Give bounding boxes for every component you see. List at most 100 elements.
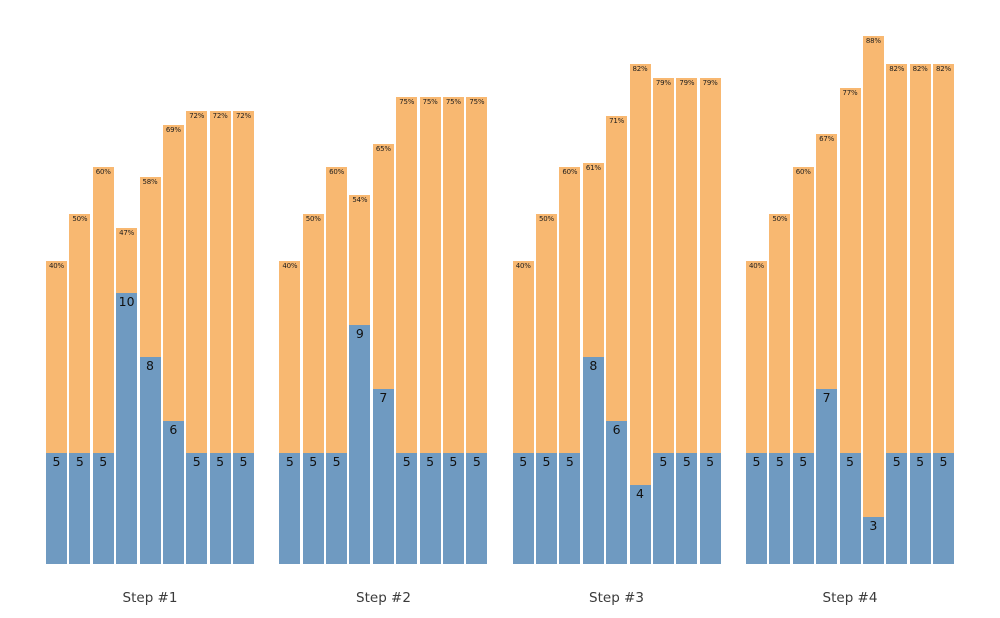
bar-percent-label: 71% — [609, 116, 625, 125]
stacked-bar-g1-b1: 40% 5 — [46, 261, 67, 564]
bar-percent-label: 58% — [142, 177, 158, 186]
bar-bottom-segment: 5 — [396, 452, 418, 564]
stacked-bar-g4-b4: 67% 7 — [816, 134, 838, 564]
stacked-bar-g3-b7: 79% 5 — [652, 78, 674, 564]
stacked-bar-g4-b1: 40% 5 — [746, 261, 767, 564]
stacked-bar-g1-b3: 60% 5 — [92, 167, 114, 565]
bar-percent-label: 79% — [655, 79, 671, 88]
stacked-bar-g2-b9: 75% 5 — [466, 96, 488, 564]
bar-percent-label: 72% — [212, 112, 228, 120]
bar-percent-label: 50% — [305, 215, 321, 224]
bar-value-label: 5 — [659, 453, 668, 469]
bar-percent-label: 82% — [632, 65, 648, 74]
bar-percent-label: 47% — [119, 229, 135, 238]
bar-percent-label: 79% — [679, 79, 695, 88]
bar-bottom-segment: 5 — [233, 453, 254, 564]
bar-percent-label: 67% — [819, 135, 835, 144]
bar-bottom-segment: 10 — [116, 292, 138, 564]
bar-bottom-segment: 5 — [792, 453, 814, 565]
bar-value-label: 5 — [682, 453, 691, 469]
bar-percent-label: 75% — [469, 97, 485, 106]
group-label-step-4: Step #4 — [822, 590, 878, 606]
bar-bottom-segment: 8 — [139, 356, 161, 564]
bar-value-label: 5 — [75, 453, 84, 469]
bar-value-label: 5 — [472, 453, 481, 469]
bar-value-label: 5 — [239, 454, 248, 469]
bar-bottom-segment: 6 — [606, 420, 628, 564]
bar-bottom-segment: 7 — [372, 388, 394, 564]
bar-bottom-segment: 5 — [512, 453, 534, 564]
stacked-bar-g2-b3: 60% 5 — [326, 167, 348, 565]
bar-bottom-segment: 5 — [699, 452, 721, 564]
stacked-bar-g4-b2: 50% 5 — [769, 214, 791, 564]
bar-value-label: 5 — [542, 453, 551, 469]
bar-percent-label: 72% — [236, 112, 251, 120]
stacked-bar-g3-b4: 61% 8 — [582, 162, 604, 564]
bar-percent-label: 75% — [445, 97, 461, 106]
bar-percent-label: 40% — [515, 262, 531, 270]
bar-percent-label: 40% — [282, 262, 298, 270]
bar-percent-label: 88% — [865, 37, 881, 45]
bar-percent-label: 82% — [912, 65, 928, 74]
bar-value-label: 5 — [285, 454, 294, 469]
stacked-bar-g3-b1: 40% 5 — [512, 261, 534, 564]
bar-value-label: 5 — [799, 454, 808, 470]
bar-bottom-segment: 5 — [302, 452, 324, 564]
bar-value-label: 7 — [379, 389, 388, 405]
bar-bottom-segment: 5 — [69, 452, 91, 564]
bar-percent-label: 60% — [795, 168, 811, 177]
bar-value-label: 7 — [822, 389, 831, 405]
stacked-bar-g1-b7: 72% 5 — [186, 111, 208, 564]
bar-value-label: 10 — [118, 293, 135, 309]
stacked-bar-g4-b6: 88% 3 — [862, 36, 884, 564]
bar-bottom-segment: 5 — [909, 452, 931, 564]
bar-bottom-segment: 5 — [46, 453, 67, 564]
bar-bottom-segment: 9 — [349, 324, 371, 564]
bar-percent-label: 60% — [329, 168, 345, 177]
stacked-bar-g2-b8: 75% 5 — [442, 96, 464, 564]
bar-percent-label: 50% — [772, 215, 788, 224]
stacked-bar-g4-b8: 82% 5 — [909, 64, 931, 564]
bar-bottom-segment: 5 — [839, 452, 861, 564]
bar-bottom-segment: 5 — [209, 453, 231, 564]
stacked-bar-g3-b2: 50% 5 — [536, 214, 557, 564]
bar-value-label: 5 — [99, 454, 108, 470]
stacked-bar-g2-b5: 65% 7 — [372, 143, 394, 564]
bar-value-label: 3 — [869, 518, 878, 533]
bar-percent-label: 79% — [702, 79, 718, 88]
stacked-bar-g2-b4: 54% 9 — [349, 195, 371, 564]
bar-bottom-segment: 7 — [816, 388, 838, 564]
bar-percent-label: 77% — [842, 88, 858, 97]
bar-value-label: 5 — [332, 454, 341, 470]
stacked-bar-g4-b9: 82% 5 — [933, 64, 954, 564]
stacked-bar-g3-b8: 79% 5 — [676, 78, 698, 564]
bar-value-label: 9 — [355, 325, 364, 341]
stacked-bar-g4-b3: 60% 5 — [792, 167, 814, 565]
bar-bottom-segment: 6 — [162, 420, 184, 564]
bar-percent-label: 82% — [936, 65, 951, 74]
bar-bottom-segment: 5 — [419, 452, 441, 564]
bar-value-label: 8 — [146, 357, 154, 373]
bar-value-label: 5 — [892, 453, 901, 469]
stacked-bar-g4-b7: 82% 5 — [886, 64, 908, 564]
stacked-bar-g3-b5: 71% 6 — [606, 115, 628, 564]
bar-bottom-segment: 5 — [536, 452, 557, 564]
bar-percent-label: 82% — [889, 65, 905, 74]
bar-value-label: 5 — [449, 453, 458, 469]
bar-value-label: 5 — [565, 454, 574, 470]
bar-bottom-segment: 5 — [326, 453, 348, 565]
stacked-bar-g2-b2: 50% 5 — [302, 214, 324, 564]
bar-value-label: 5 — [426, 453, 435, 469]
bar-value-label: 5 — [916, 453, 925, 469]
bar-percent-label: 40% — [749, 262, 764, 270]
bar-percent-label: 54% — [352, 196, 368, 205]
bar-percent-label: 50% — [72, 215, 88, 224]
bar-bottom-segment: 5 — [186, 453, 208, 564]
bar-percent-label: 75% — [399, 97, 415, 106]
bar-bottom-segment: 5 — [559, 453, 581, 565]
stacked-bar-g1-b9: 72% 5 — [233, 111, 254, 564]
stacked-bar-g1-b4: 47% 10 — [116, 228, 138, 564]
bar-bottom-segment: 5 — [769, 452, 791, 564]
bar-value-label: 5 — [402, 453, 411, 469]
